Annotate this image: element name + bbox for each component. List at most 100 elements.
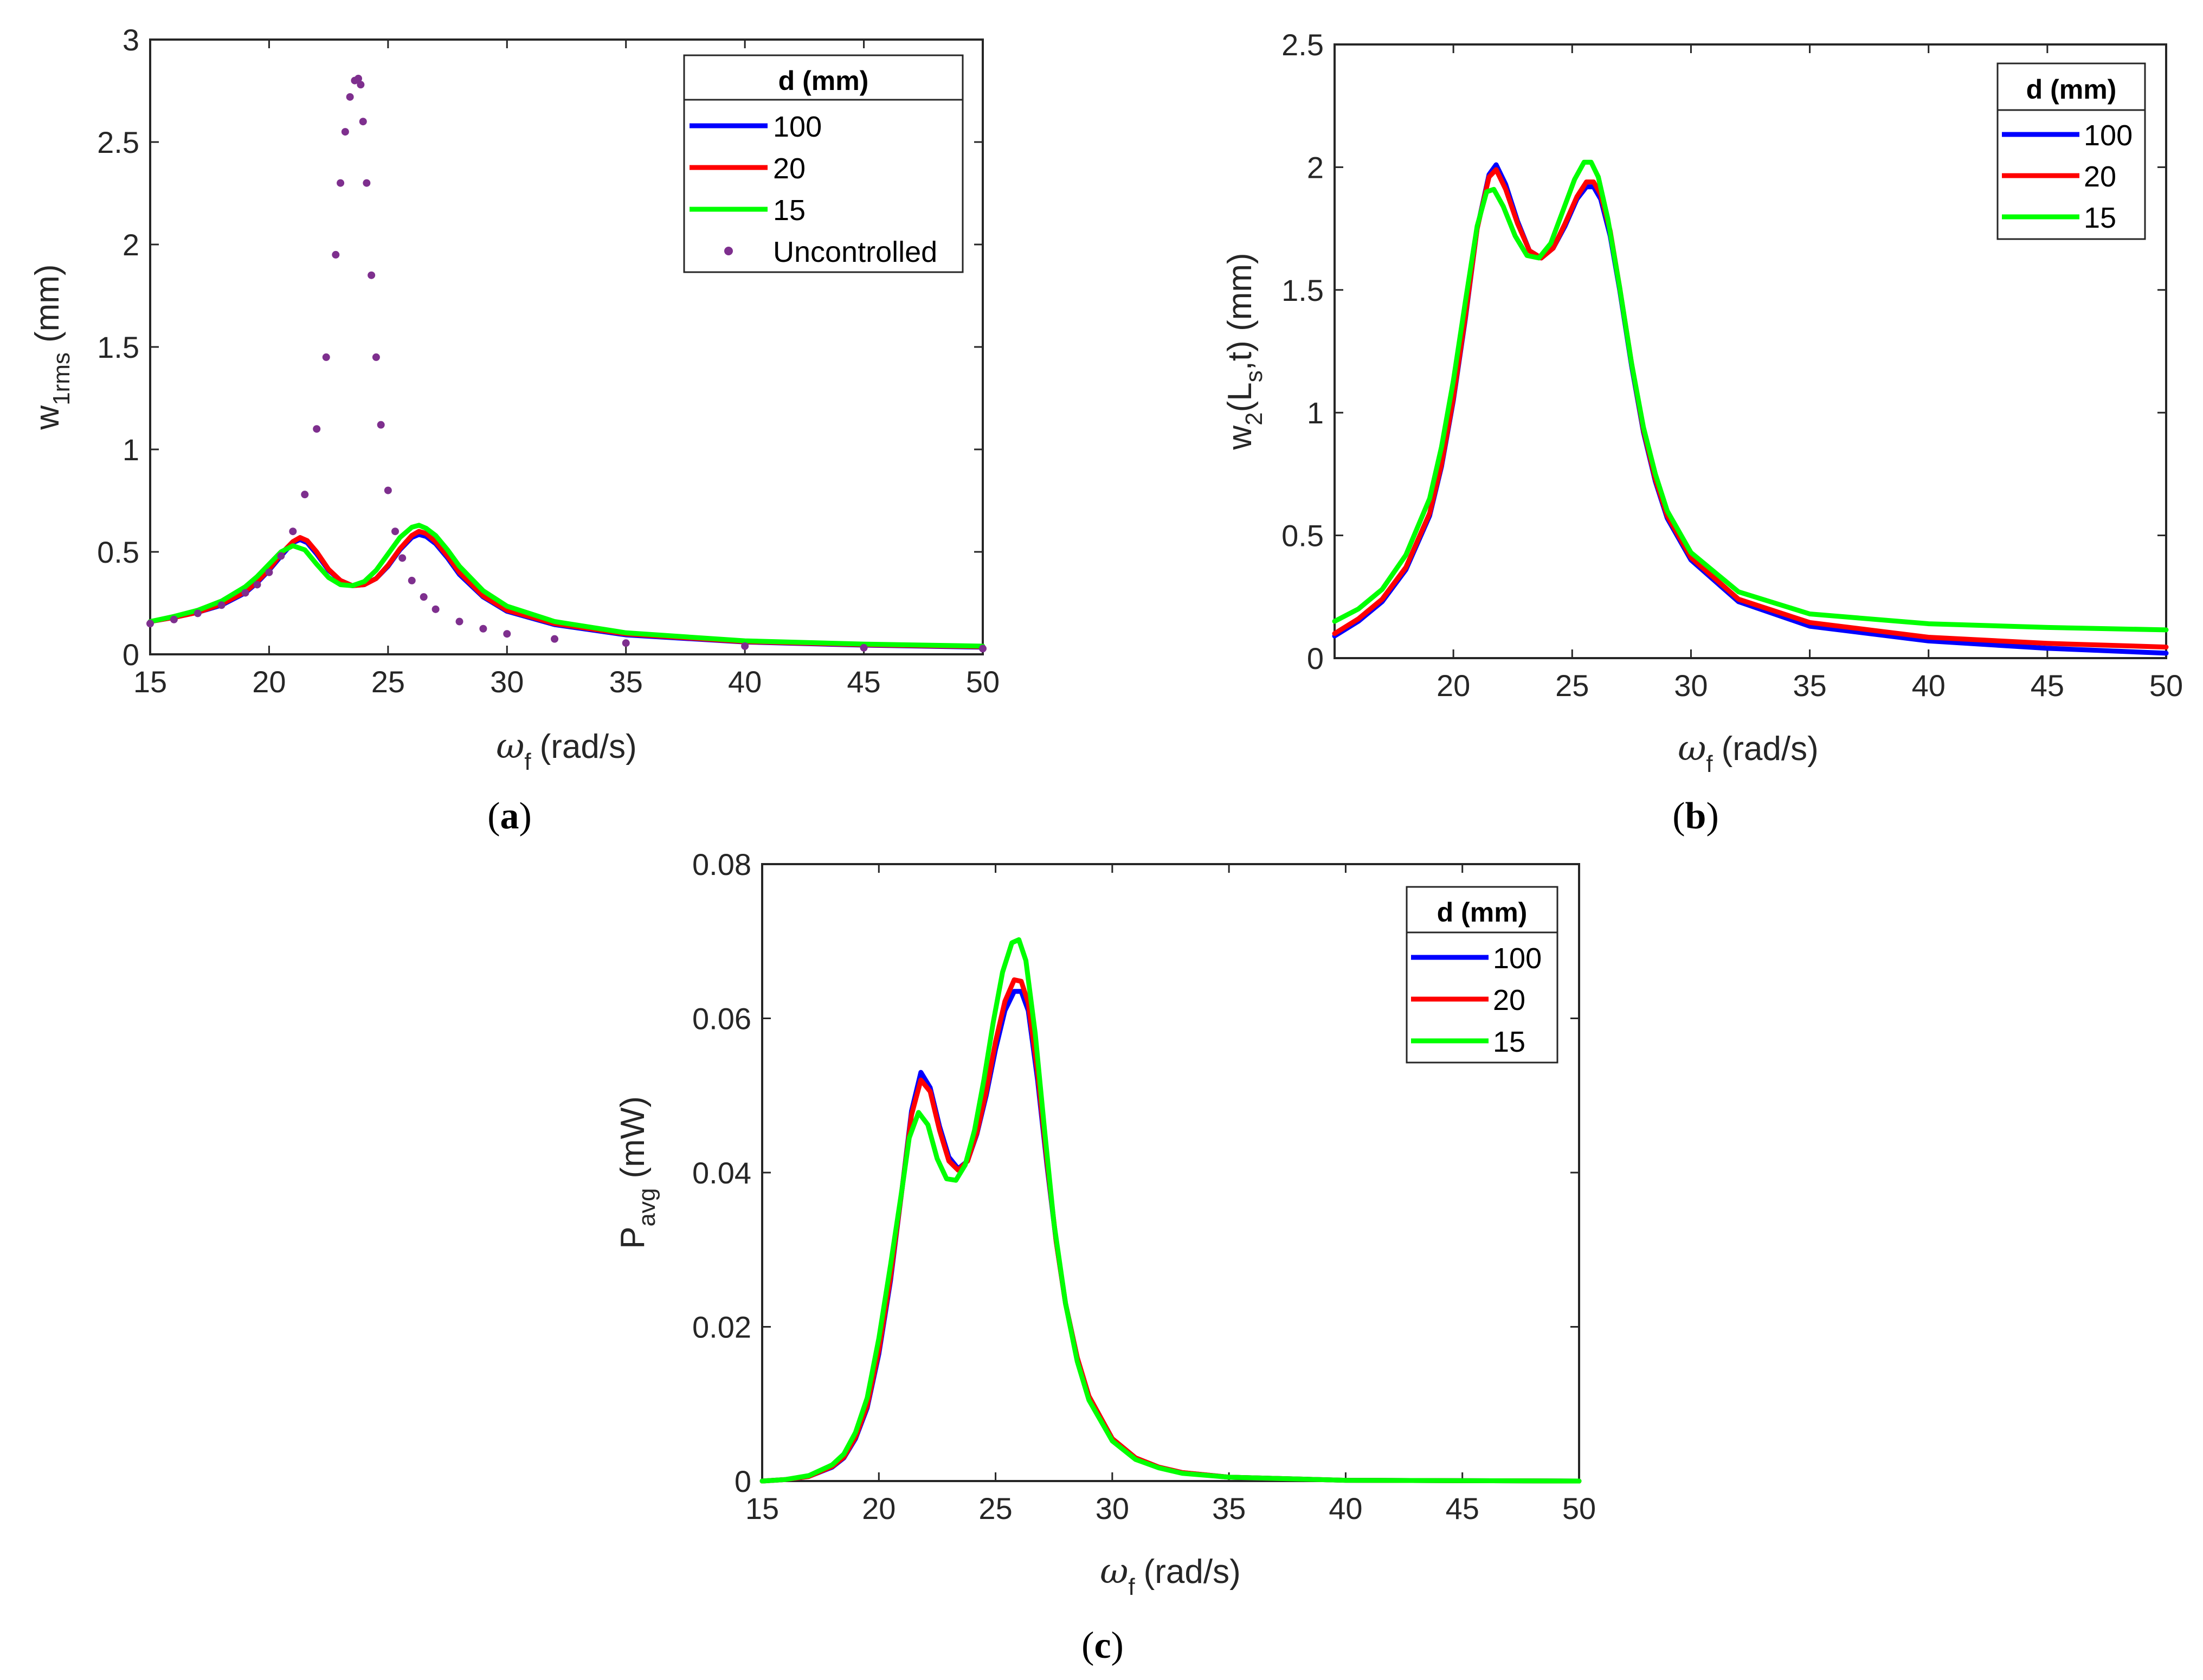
chart-c-xtick-label: 30	[1096, 1491, 1129, 1525]
chart-b-legend-label: 20	[2084, 160, 2116, 193]
chart-c-ytick-label: 0.06	[692, 1002, 751, 1036]
chart-b-ylabel: w2(Ls,t) (mm)	[1221, 253, 1267, 450]
chart-c-xtick-label: 45	[1446, 1491, 1479, 1525]
chart-b-xtick-label: 45	[2031, 668, 2064, 703]
chart-a-xtick-label: 35	[609, 665, 643, 699]
chart-a-ytick-label: 2.5	[97, 125, 139, 159]
chart-a-point	[289, 527, 297, 536]
chart-a-point	[372, 353, 380, 361]
chart-c-ticks: 15 20 25 30 35 40 45 50 0 0.02 0.04 0.06 0.08	[692, 847, 1596, 1525]
chart-a-ytick-label: 0.5	[97, 535, 139, 569]
chart-a-point	[359, 118, 367, 126]
chart-a-point	[551, 635, 559, 643]
chart-a-xtick-label: 15	[133, 665, 167, 699]
chart-a-point	[241, 589, 249, 597]
chart-a-xtick-label: 50	[966, 665, 1000, 699]
chart-c-xtick-label: 40	[1329, 1491, 1362, 1525]
chart-a-point	[357, 81, 365, 89]
chart-b-xlabel: ωf (rad/s)	[1678, 729, 1819, 777]
chart-a-ticks: 15 20 25 30 35 40 45 50 0 0.5 1 1.5 2 2.5 3	[97, 23, 1000, 699]
chart-b-ytick-label: 2	[1307, 150, 1324, 184]
chart-a-point	[277, 552, 285, 560]
chart-a-point	[322, 353, 330, 361]
chart-b-ytick-label: 2.5	[1281, 28, 1324, 62]
chart-c-xtick-label: 15	[745, 1491, 779, 1525]
chart-a-series-15	[147, 523, 985, 649]
chart-c-ytick-label: 0	[735, 1464, 751, 1498]
chart-a-xtick-label: 40	[728, 665, 762, 699]
chart-a-point	[431, 605, 440, 613]
chart-c: 15 20 25 30 35 40 45 50 0 0.02 0.04 0.06 0.08 Pavg(m…	[614, 847, 1596, 1600]
chart-a-xtick-label: 25	[371, 665, 405, 699]
chart-a-legend-label: 15	[773, 194, 806, 227]
chart-c-ytick-label: 0.08	[692, 847, 751, 881]
chart-a-ytick-label: 3	[123, 23, 139, 57]
chart-a-point	[398, 554, 407, 562]
chart-b-ytick-label: 1.5	[1281, 273, 1324, 307]
chart-b-xtick-label: 20	[1437, 668, 1470, 703]
chart-c-ylabel: Pavg(mW)	[614, 1096, 660, 1249]
chart-a-xtick-label: 30	[490, 665, 524, 699]
chart-c-plot	[759, 937, 1582, 1484]
chart-a-ytick-label: 1.5	[97, 330, 139, 364]
chart-a-legend-marker	[724, 247, 733, 255]
chart-c-xtick-label: 25	[978, 1491, 1012, 1525]
chart-a-point	[455, 617, 463, 626]
chart-a-ytick-label: 1	[123, 433, 139, 467]
chart-a-legend-label: 20	[773, 152, 806, 185]
chart-a-point	[377, 421, 385, 429]
chart-a-point	[363, 179, 371, 187]
chart-a-xtick-label: 20	[252, 665, 286, 699]
chart-c-xlabel: ωf (rad/s)	[1100, 1552, 1241, 1600]
chart-a-legend-label: 100	[773, 111, 822, 143]
chart-b-series-15	[1332, 159, 2169, 633]
chart-c-xtick-label: 35	[1212, 1491, 1246, 1525]
chart-c-legend-title: d (mm)	[1437, 897, 1528, 928]
chart-a-point	[337, 179, 345, 187]
chart-c-legend-label: 100	[1493, 942, 1542, 975]
chart-a-point	[355, 74, 362, 82]
chart-b-xtick-label: 25	[1555, 668, 1589, 703]
chart-a-series-uncontrolled	[146, 74, 987, 653]
chart-a-point	[217, 601, 226, 609]
chart-a-point	[313, 425, 321, 433]
chart-a-ytick-label: 2	[123, 228, 139, 262]
chart-b-xtick-label: 35	[1793, 668, 1826, 703]
chart-b-ytick-label: 0	[1307, 641, 1324, 675]
chart-a-xtick-label: 45	[847, 665, 880, 699]
chart-a-point	[622, 639, 630, 647]
chart-a-point	[420, 593, 428, 601]
chart-a-point	[146, 620, 154, 628]
chart-a-point	[265, 568, 273, 576]
panel-label-b: (b)	[1672, 795, 1719, 837]
chart-a-point	[301, 491, 309, 499]
chart-b-legend-items: 100 20 15	[2002, 119, 2133, 234]
chart-a-point	[979, 645, 987, 653]
chart-a-point	[408, 576, 416, 584]
chart-a-point	[253, 581, 261, 589]
chart-a-legend-items: 100 20 15 Uncontrolled	[690, 111, 937, 268]
chart-a-point	[170, 615, 178, 623]
chart-b-xtick-label: 30	[1674, 668, 1708, 703]
chart-c-legend-items: 100 20 15	[1411, 942, 1542, 1058]
chart-c-legend-label: 20	[1493, 984, 1525, 1016]
chart-a-point	[194, 609, 202, 617]
chart-a-ylabel: w1rms(mm)	[29, 264, 75, 430]
chart-a-point	[741, 642, 749, 650]
chart-a-legend: d (mm) 100 20 15 Uncontrolled	[683, 54, 964, 273]
chart-b: 20 25 30 35 40 45 50 0 0.5 1 1.5 2 2.5 w2(Ls,t) (mm)…	[1221, 28, 2183, 777]
panel-label-a: (a)	[487, 795, 532, 837]
chart-c-legend-label: 15	[1493, 1026, 1525, 1058]
chart-c-legend: d (mm) 100 20 15	[1406, 886, 1558, 1064]
chart-a-plot	[146, 74, 987, 653]
chart-b-ticks: 20 25 30 35 40 45 50 0 0.5 1 1.5 2 2.5	[1281, 28, 2183, 703]
chart-b-legend-label: 15	[2084, 202, 2116, 234]
chart-c-xtick-label: 20	[862, 1491, 896, 1525]
chart-b-xtick-label: 40	[1912, 668, 1946, 703]
chart-a-point	[384, 486, 392, 494]
chart-a-point	[368, 271, 376, 279]
chart-a-xlabel: ωf (rad/s)	[496, 726, 637, 775]
chart-b-ytick-label: 1	[1307, 396, 1324, 430]
